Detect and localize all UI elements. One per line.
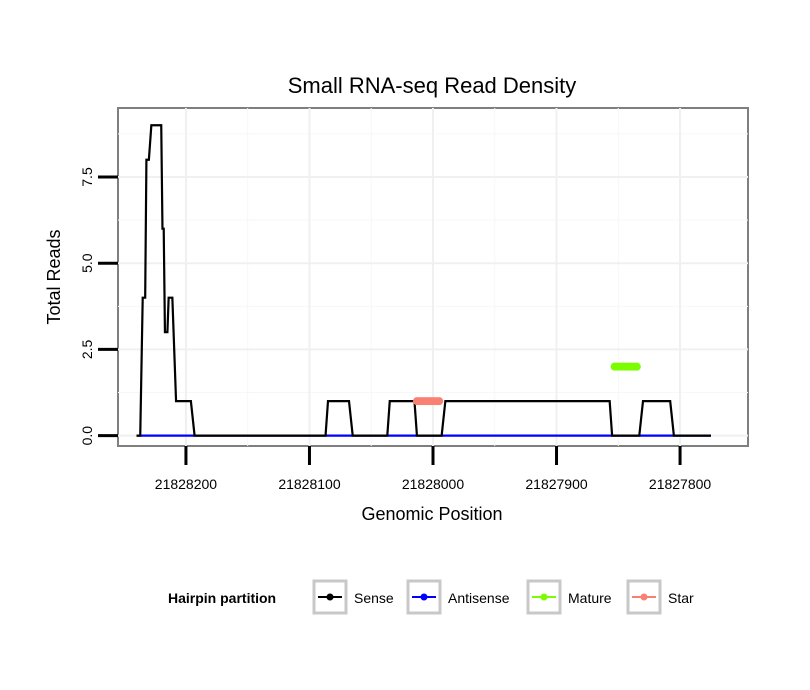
x-tick-label: 21828100: [278, 476, 341, 492]
x-tick-label: 21828200: [155, 476, 218, 492]
x-tick-label: 21827800: [649, 476, 712, 492]
x-axis-label: Genomic Position: [361, 504, 502, 524]
legend-label-mature: Mature: [568, 590, 612, 606]
series-star-point: [435, 397, 444, 406]
series-mature-point: [632, 362, 641, 371]
legend-dot-star: [640, 593, 648, 601]
x-axis: 21828200 21828100 21828000 21827900 21827800: [155, 446, 712, 492]
legend-label-sense: Sense: [354, 590, 394, 606]
y-axis: 0.0 2.5 5.0 7.5: [79, 167, 118, 445]
legend-title: Hairpin partition: [168, 590, 276, 606]
y-tick-label: 7.5: [79, 167, 95, 187]
y-tick-label: 0.0: [79, 426, 95, 446]
x-tick-label: 21827900: [525, 476, 588, 492]
series-sense-line: [136, 124, 711, 437]
chart-title: Small RNA-seq Read Density: [288, 73, 577, 98]
y-tick-label: 2.5: [79, 339, 95, 359]
series-layer: [136, 124, 711, 437]
y-axis-label: Total Reads: [44, 229, 64, 324]
legend-dot-mature: [540, 593, 548, 601]
x-tick-label: 21828000: [402, 476, 465, 492]
legend-label-antisense: Antisense: [448, 590, 510, 606]
legend-label-star: Star: [668, 590, 694, 606]
legend-dot-antisense: [420, 593, 428, 601]
legend: Hairpin partition Sense Antisense Mature St…: [168, 579, 694, 615]
y-tick-label: 5.0: [79, 253, 95, 273]
legend-dot-sense: [326, 593, 334, 601]
